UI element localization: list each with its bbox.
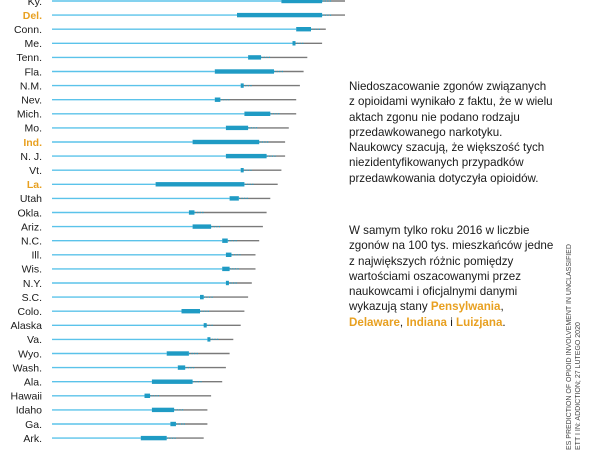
source-credit-line-2: ETT I IN: ADDICTION; 27 LUTEGO 2020 — [574, 322, 582, 450]
note-text-1: Niedoszacowanie zgonów związanych z opio… — [349, 80, 553, 185]
note-sep-2: , — [399, 315, 404, 329]
state-label-n-y: N.Y. — [23, 278, 42, 290]
estimate-band-utah — [229, 196, 239, 201]
state-label-colo: Colo. — [17, 306, 42, 318]
state-label-ga: Ga. — [25, 419, 42, 431]
state-label-wyo: Wyo. — [18, 348, 42, 360]
state-label-ark: Ark. — [23, 433, 42, 445]
source-credit-line-1: ES PREDICTION OF OPIOID INVOLVEMENT IN U… — [566, 244, 573, 450]
state-label-la: La. — [27, 179, 42, 191]
state-label-utah: Utah — [20, 193, 42, 205]
estimate-band-mich — [244, 111, 271, 116]
state-label-mo: Mo. — [24, 123, 42, 135]
note-end: . — [502, 315, 506, 329]
estimate-band-n-c — [222, 238, 228, 243]
state-label-ala: Ala. — [24, 377, 42, 389]
estimate-band-del — [237, 12, 323, 18]
state-label-n-j: N. J. — [20, 151, 42, 163]
estimate-band-okla — [188, 210, 195, 215]
range-chart: Ky. Del. Conn. Me. Tenn. Fla. N.M. Nev. Mich. Mo.… — [10, 0, 345, 445]
state-label-idaho: Idaho — [16, 405, 42, 417]
note-sep-and: i — [450, 315, 453, 329]
state-label-s-c: S.C. — [22, 292, 42, 304]
note-text-2-body: W samym tylko roku 2016 w liczbie zgonów… — [349, 224, 554, 314]
estimate-band-la — [155, 182, 245, 187]
hl-state-louisiana: Luizjana — [456, 315, 503, 329]
hl-state-indiana: Indiana — [406, 315, 447, 329]
state-label-hawaii: Hawaii — [10, 391, 42, 403]
state-label-n-m: N.M. — [20, 80, 42, 92]
estimate-band-mo — [225, 125, 249, 131]
note-sep-1: , — [500, 300, 504, 314]
estimate-band-ariz — [192, 224, 212, 229]
state-label-vt: Vt. — [29, 165, 42, 177]
estimate-band-s-c — [200, 294, 204, 300]
estimate-band-colo — [181, 309, 200, 314]
state-label-va: Va. — [27, 334, 42, 346]
estimate-band-va — [207, 337, 211, 342]
estimate-band-n-j — [225, 153, 267, 159]
estimate-band-me — [292, 41, 296, 46]
estimate-band-ark — [140, 435, 167, 441]
estimate-band-ky — [281, 0, 323, 4]
source-credit: ES PREDICTION OF OPIOID INVOLVEMENT IN U… — [566, 244, 583, 450]
estimate-band-nev — [214, 97, 221, 102]
estimate-band-n-m — [240, 83, 244, 88]
estimate-band-vt — [240, 168, 244, 173]
state-label-me: Me. — [24, 38, 42, 50]
estimate-band-wis — [222, 266, 230, 272]
estimate-band-hawaii — [144, 393, 151, 398]
estimate-band-idaho — [151, 407, 175, 413]
state-label-ill: Ill. — [32, 250, 43, 262]
state-label-fla: Fla. — [24, 66, 42, 78]
state-label-ind: Ind. — [23, 137, 42, 149]
estimate-band-ga — [170, 421, 176, 427]
estimate-band-alaska — [203, 323, 207, 328]
note-paragraph-2: W samym tylko roku 2016 w liczbie zgonów… — [349, 223, 554, 330]
estimate-band-conn — [296, 27, 311, 32]
estimate-band-fla — [214, 69, 274, 74]
estimate-band-ala — [151, 379, 193, 384]
state-label-wash: Wash. — [13, 362, 42, 374]
state-label-conn: Conn. — [14, 24, 42, 36]
state-label-wis: Wis. — [22, 264, 42, 276]
state-label-ariz: Ariz. — [21, 221, 42, 233]
state-label-mich: Mich. — [17, 109, 42, 121]
note-paragraph-1: Niedoszacowanie zgonów związanych z opio… — [349, 79, 554, 186]
hl-state-delaware: Delaware — [349, 315, 400, 329]
state-label-nev: Nev. — [21, 95, 42, 107]
state-label-del: Del. — [23, 10, 42, 22]
state-label-n-c: N.C. — [21, 236, 42, 248]
estimate-band-wyo — [166, 351, 189, 356]
estimate-band-wash — [177, 365, 186, 370]
state-label-okla: Okla. — [17, 207, 42, 219]
estimate-band-ill — [225, 252, 232, 257]
estimate-band-ind — [192, 139, 260, 145]
estimate-band-tenn — [248, 55, 262, 60]
state-label-tenn: Tenn. — [16, 52, 42, 64]
state-label-alaska: Alaska — [10, 320, 42, 332]
note-text-2: W samym tylko roku 2016 w liczbie zgonów… — [349, 223, 554, 330]
state-label-ky: Ky. — [28, 0, 42, 8]
estimate-band-n-y — [225, 280, 229, 286]
hl-state-pennsylvania: Pensylwania — [430, 300, 501, 314]
